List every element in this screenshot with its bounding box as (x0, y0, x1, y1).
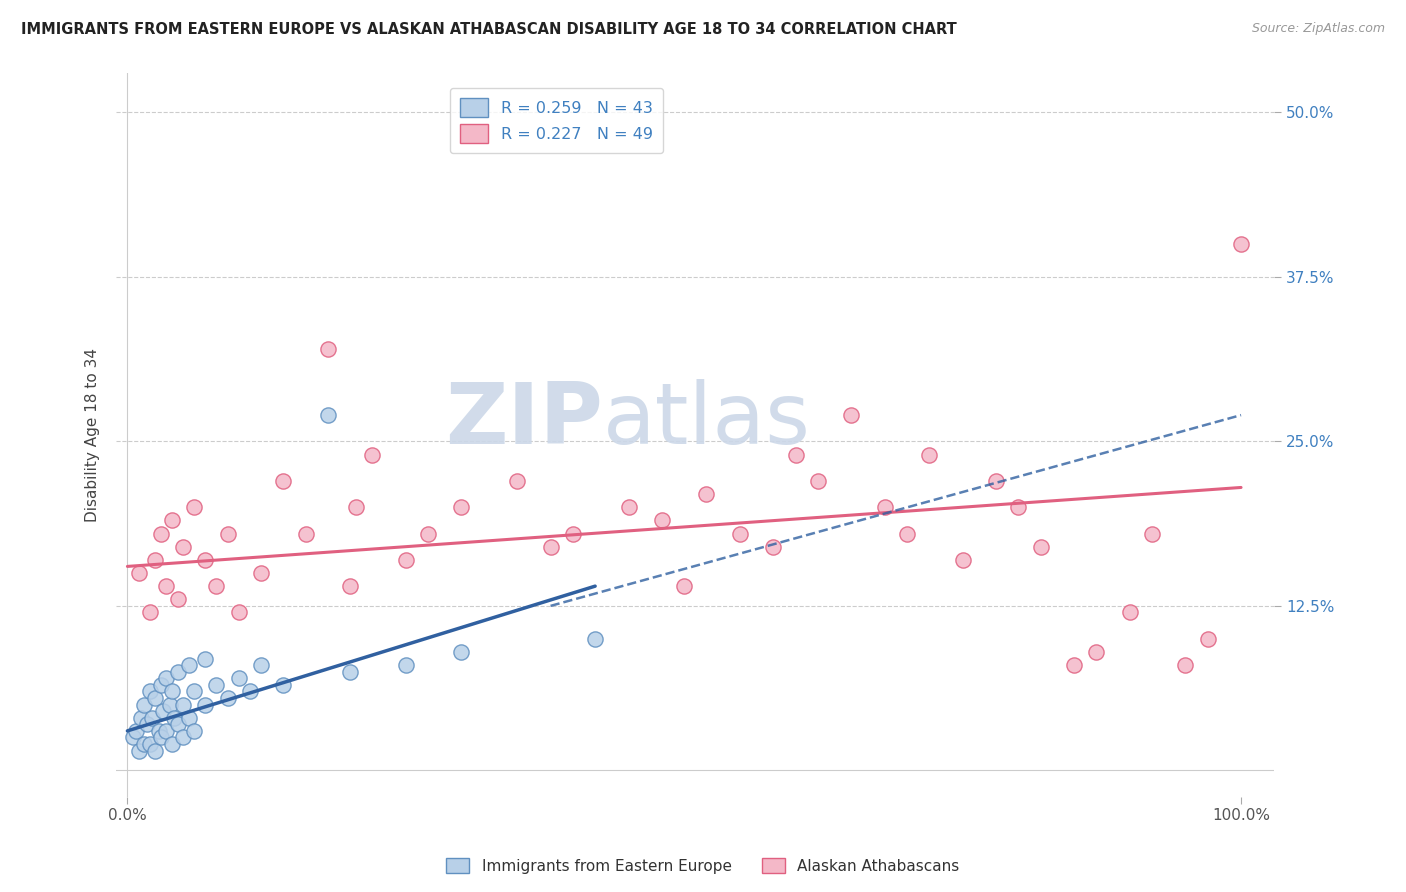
Point (984, 474, 1007, 488)
Point (316, 343, 339, 357)
Text: ZIP: ZIP (444, 379, 603, 462)
Point (217, 690, 239, 705)
Point (294, 526, 316, 541)
Point (1029, 540, 1052, 554)
Point (873, 500, 896, 515)
Point (1118, 606, 1140, 620)
Point (1007, 500, 1029, 515)
Point (450, 645, 472, 659)
Point (149, 731, 172, 745)
Point (143, 553, 166, 567)
Point (1085, 645, 1108, 659)
Point (166, 592, 188, 607)
Point (651, 513, 673, 527)
Point (152, 704, 174, 718)
Point (177, 658, 200, 673)
Point (344, 500, 367, 515)
Legend: Immigrants from Eastern Europe, Alaskan Athabascans: Immigrants from Eastern Europe, Alaskan … (440, 852, 966, 880)
Point (250, 566, 273, 580)
Point (172, 731, 194, 745)
Point (217, 526, 239, 541)
Point (239, 684, 262, 698)
Point (273, 678, 295, 692)
Point (273, 474, 295, 488)
Point (205, 579, 228, 593)
Point (163, 711, 186, 725)
Point (177, 711, 200, 725)
Point (172, 698, 194, 712)
Y-axis label: Disability Age 18 to 34: Disability Age 18 to 34 (86, 348, 100, 522)
Point (228, 606, 250, 620)
Point (194, 553, 217, 567)
Text: IMMIGRANTS FROM EASTERN EUROPE VS ALASKAN ATHABASCAN DISABILITY AGE 18 TO 34 COR: IMMIGRANTS FROM EASTERN EUROPE VS ALASKA… (21, 22, 957, 37)
Point (141, 711, 163, 725)
Point (1140, 526, 1163, 541)
Point (138, 684, 160, 698)
Point (128, 744, 150, 758)
Point (316, 408, 339, 422)
Point (148, 723, 170, 738)
Point (583, 632, 606, 646)
Point (136, 717, 159, 731)
Point (762, 540, 785, 554)
Point (918, 448, 941, 462)
Point (361, 448, 384, 462)
Point (125, 723, 148, 738)
Point (149, 678, 172, 692)
Point (540, 540, 562, 554)
Point (617, 500, 640, 515)
Legend: R = 0.259   N = 43, R = 0.227   N = 49: R = 0.259 N = 43, R = 0.227 N = 49 (450, 88, 662, 153)
Point (160, 513, 183, 527)
Point (728, 526, 751, 541)
Point (194, 698, 217, 712)
Point (129, 711, 152, 725)
Point (183, 500, 205, 515)
Point (896, 526, 918, 541)
Point (1174, 658, 1197, 673)
Point (132, 737, 155, 751)
Point (160, 684, 183, 698)
Point (155, 723, 177, 738)
Point (416, 526, 439, 541)
Point (132, 698, 155, 712)
Point (194, 651, 217, 665)
Point (183, 684, 205, 698)
Point (138, 606, 160, 620)
Point (166, 717, 188, 731)
Point (155, 671, 177, 685)
Point (339, 579, 361, 593)
Text: atlas: atlas (603, 379, 811, 462)
Point (160, 737, 183, 751)
Point (561, 526, 583, 541)
Point (183, 723, 205, 738)
Point (807, 474, 830, 488)
Point (128, 566, 150, 580)
Point (695, 487, 717, 501)
Point (1230, 237, 1253, 252)
Point (149, 526, 172, 541)
Point (952, 553, 974, 567)
Point (673, 579, 696, 593)
Point (159, 698, 181, 712)
Point (250, 658, 273, 673)
Point (138, 737, 160, 751)
Point (450, 500, 472, 515)
Point (839, 408, 862, 422)
Point (1063, 658, 1085, 673)
Point (172, 540, 194, 554)
Point (785, 448, 807, 462)
Point (228, 671, 250, 685)
Point (1197, 632, 1219, 646)
Point (395, 553, 418, 567)
Point (395, 658, 418, 673)
Point (143, 744, 166, 758)
Point (143, 690, 166, 705)
Point (205, 678, 228, 692)
Point (166, 665, 188, 679)
Point (506, 474, 529, 488)
Point (122, 731, 145, 745)
Point (155, 579, 177, 593)
Text: Source: ZipAtlas.com: Source: ZipAtlas.com (1251, 22, 1385, 36)
Point (339, 665, 361, 679)
